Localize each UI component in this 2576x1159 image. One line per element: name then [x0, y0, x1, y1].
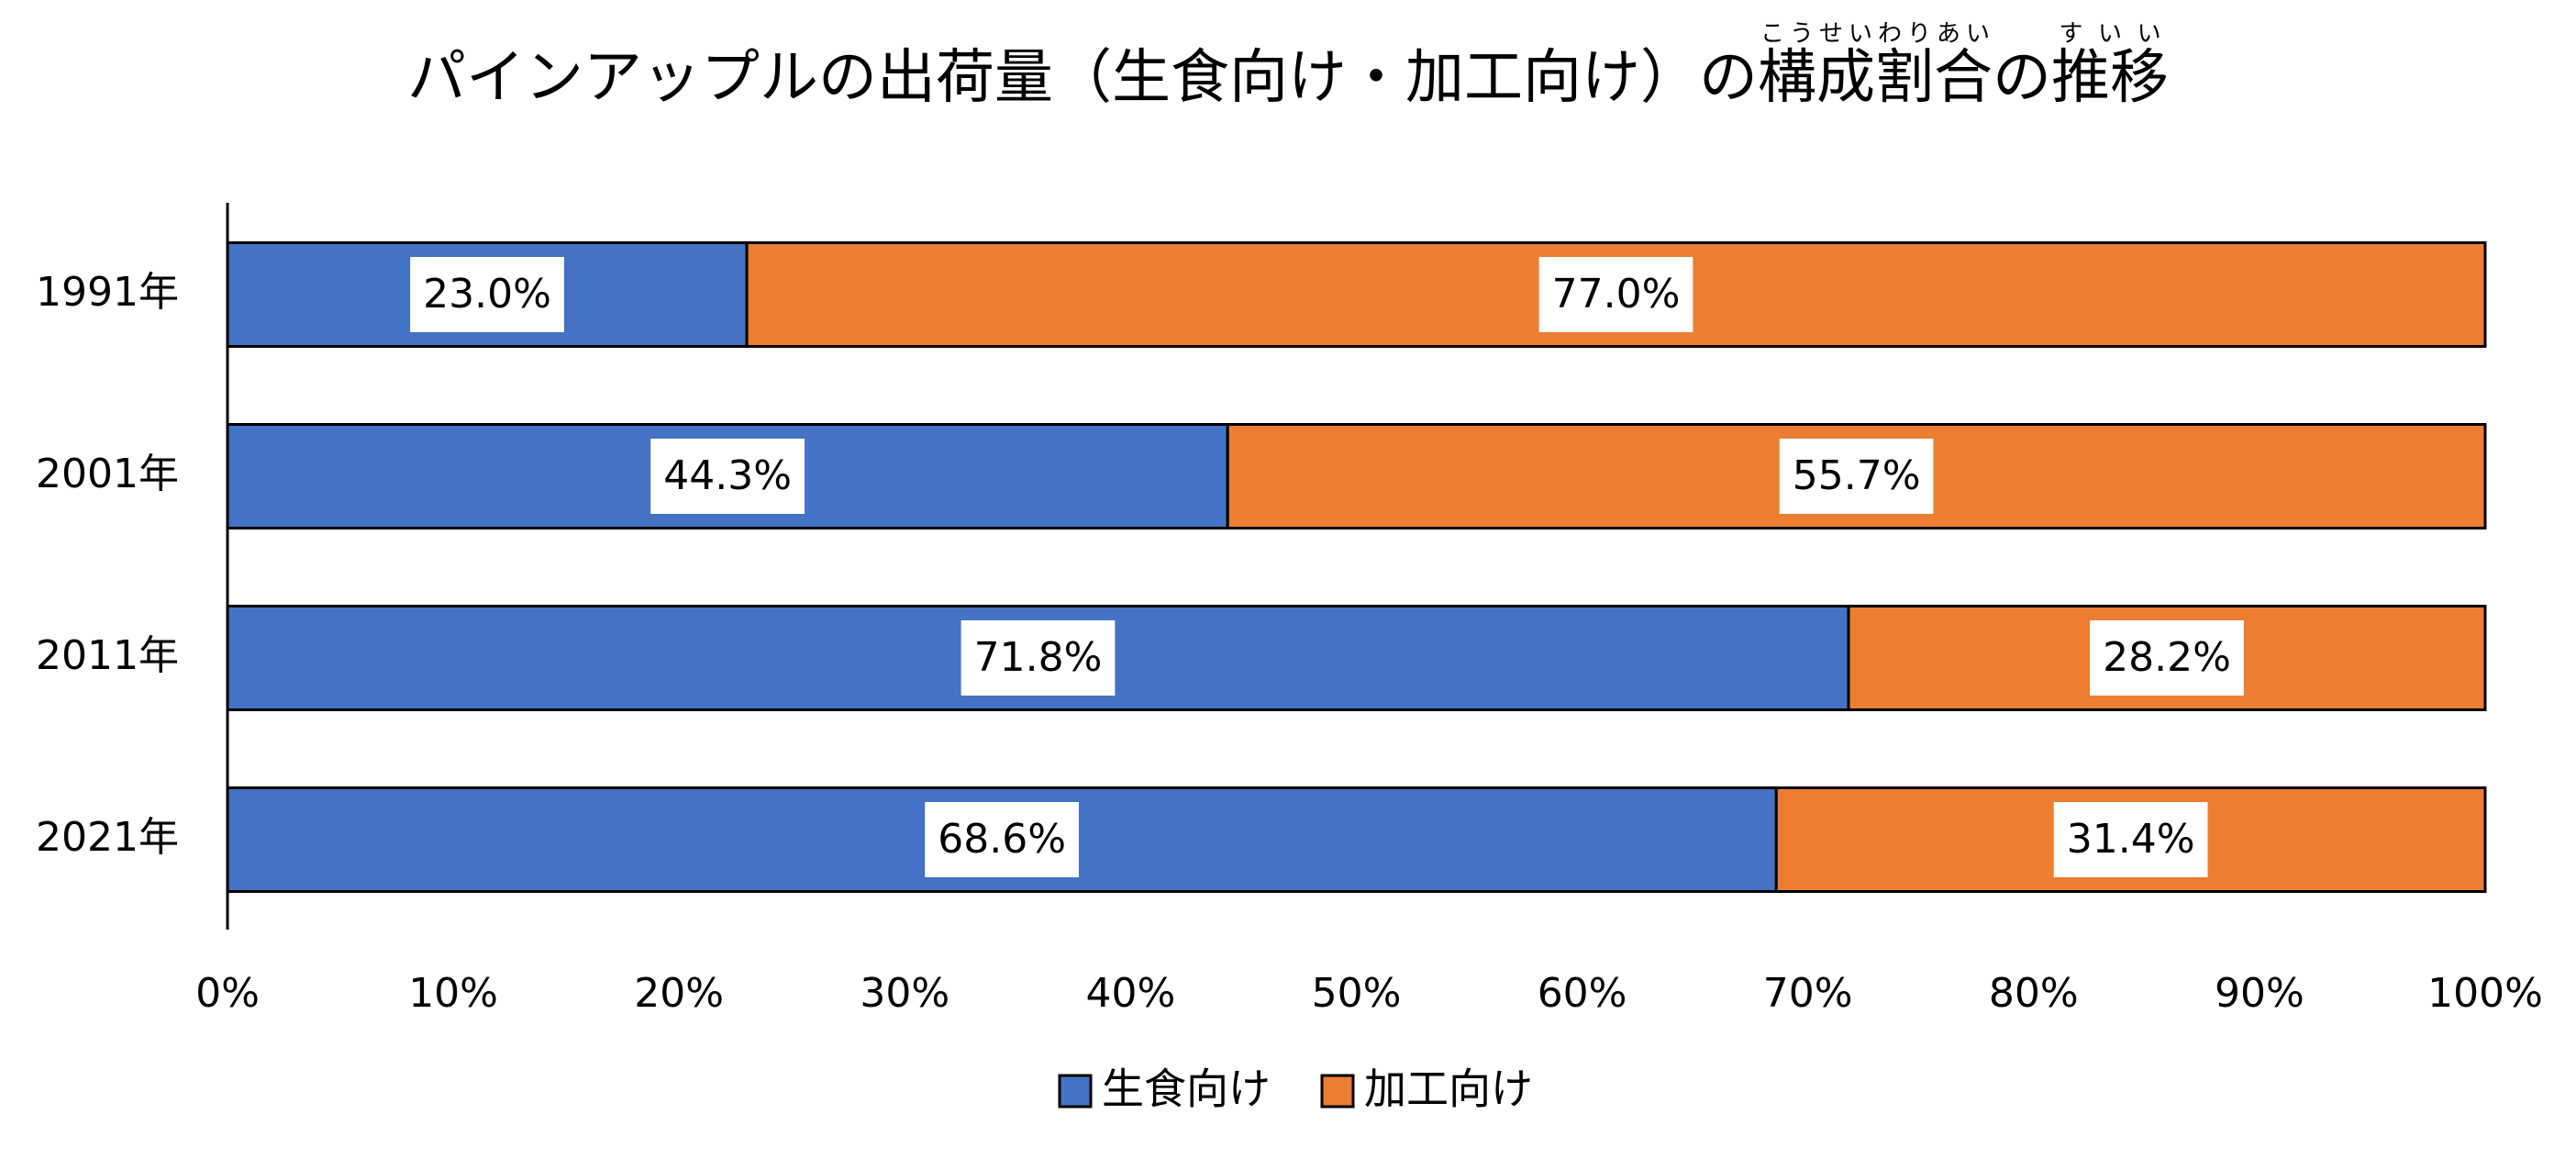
data-label-background	[650, 439, 805, 514]
y-tick-label: 2021年	[36, 814, 179, 861]
data-label-group: 77.0%	[1538, 257, 1693, 332]
data-label-group: 68.6%	[925, 802, 1080, 877]
y-tick-label: 1991年	[36, 269, 179, 316]
data-label-background	[1538, 257, 1693, 332]
x-tick-label: 70%	[1763, 970, 1853, 1017]
data-label-group: 23.0%	[410, 257, 564, 332]
data-label: 71.8%	[974, 634, 1103, 681]
data-label-group: 55.7%	[1779, 439, 1934, 514]
x-tick-label: 50%	[1312, 970, 1402, 1017]
x-tick-label: 40%	[1086, 970, 1176, 1017]
data-label-group: 71.8%	[960, 620, 1116, 696]
data-label: 31.4%	[2067, 816, 2195, 863]
y-tick-label: 2001年	[36, 451, 179, 497]
legend-swatch	[1320, 1074, 1355, 1109]
data-label-background	[2053, 802, 2208, 877]
x-tick-label: 100%	[2427, 970, 2543, 1017]
x-tick-label: 60%	[1538, 970, 1627, 1017]
data-label-group: 28.2%	[2090, 620, 2244, 696]
legend: 生食向け 加工向け	[1058, 1064, 1533, 1114]
chart-title: パインアップルの出荷量（生食向け・加工向け）の構成割合こうせいわりあいの推移すい…	[0, 20, 2576, 125]
y-tick-label: 2011年	[36, 632, 179, 679]
data-label-background	[1779, 439, 1934, 514]
title-ruby: 推移すいい	[2051, 20, 2169, 112]
x-tick-label: 0%	[195, 970, 260, 1017]
data-label: 44.3%	[663, 452, 792, 499]
x-tick-label: 80%	[1989, 970, 2079, 1017]
data-label-background	[410, 257, 564, 332]
data-label: 77.0%	[1552, 271, 1681, 318]
data-label: 68.6%	[938, 816, 1066, 863]
title-text: パインアップルの出荷量（生食向け・加工向け）の	[407, 44, 1758, 112]
title-text: 構成割合	[1758, 44, 1993, 112]
title-ruby: 構成割合こうせいわりあい	[1758, 20, 1993, 112]
data-label: 28.2%	[2103, 634, 2231, 681]
furigana: すいい	[2051, 20, 2169, 48]
data-label-group: 44.3%	[650, 439, 805, 514]
legend-swatch	[1058, 1074, 1093, 1109]
data-label-background	[2090, 620, 2244, 696]
title-text: 推移	[2051, 44, 2169, 112]
data-label-group: 31.4%	[2053, 802, 2208, 877]
data-label-background	[960, 620, 1116, 696]
legend-label: 生食向け	[1102, 1064, 1271, 1114]
data-label-background	[925, 802, 1080, 877]
x-tick-label: 10%	[408, 970, 498, 1017]
title-text: の	[1993, 44, 2051, 112]
data-label: 55.7%	[1793, 452, 1921, 499]
x-tick-label: 20%	[634, 970, 724, 1017]
furigana: こうせいわりあい	[1758, 20, 1993, 48]
data-label: 23.0%	[423, 271, 551, 318]
legend-label: 加工向け	[1364, 1064, 1533, 1114]
x-tick-label: 90%	[2215, 970, 2304, 1017]
x-tick-label: 30%	[860, 970, 949, 1017]
